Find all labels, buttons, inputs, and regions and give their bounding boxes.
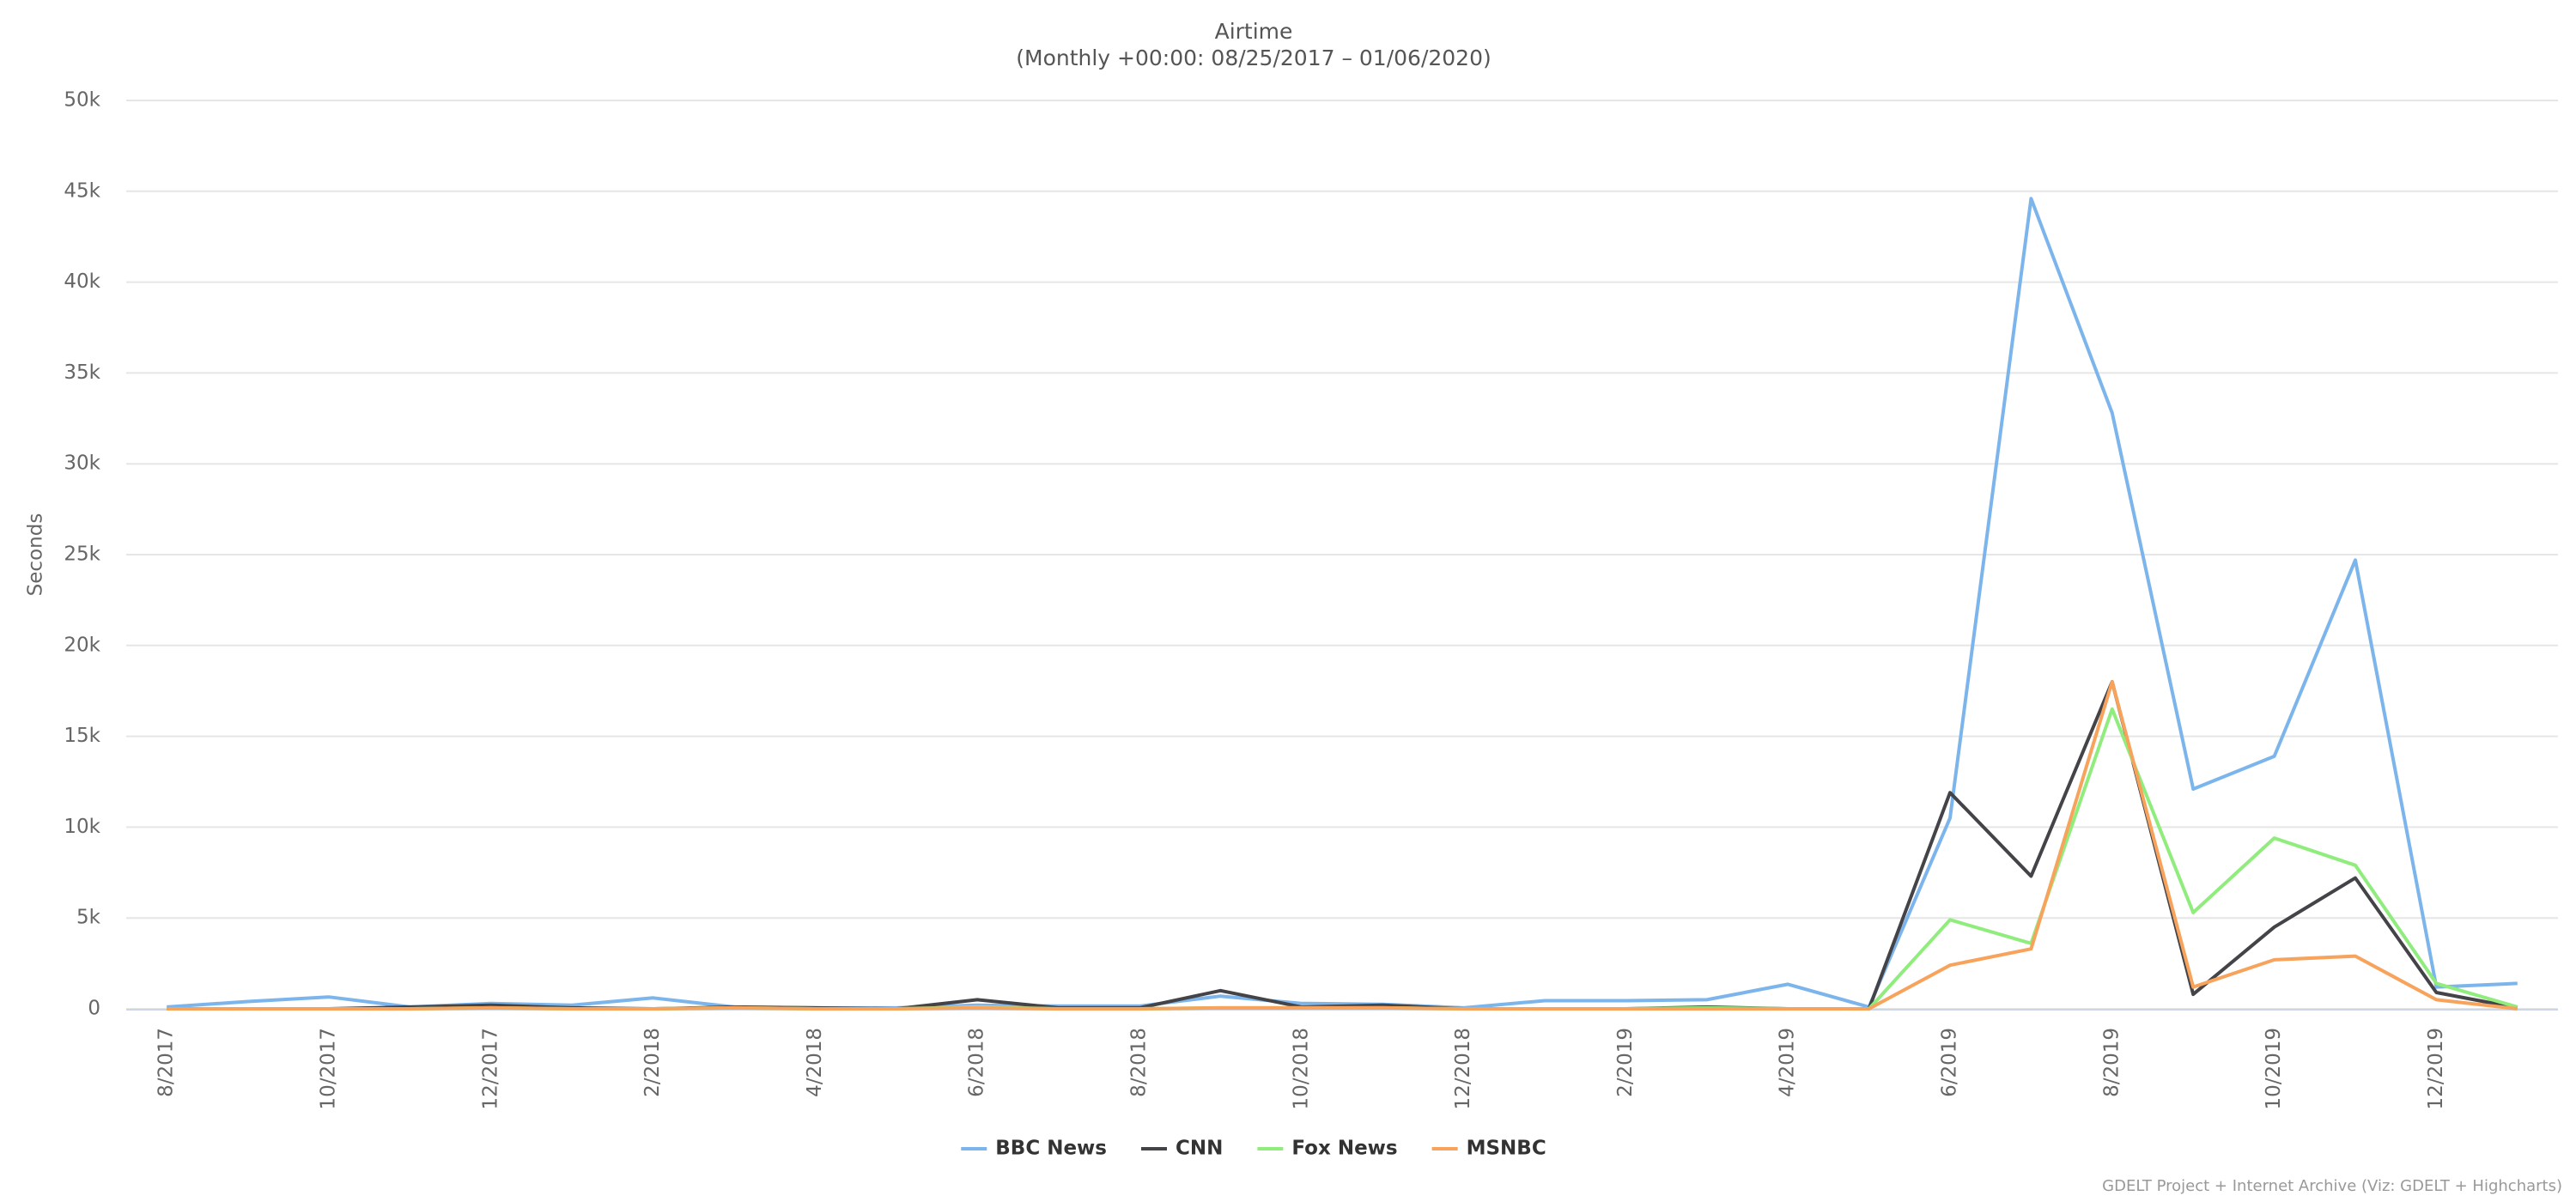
series-line	[167, 680, 2518, 1011]
y-tick-label: 0	[88, 998, 100, 1020]
y-tick-label: 30k	[64, 452, 100, 475]
y-tick-label: 25k	[64, 543, 100, 566]
x-tick-label: 10/2019	[2263, 1028, 2285, 1110]
x-tick-label: 6/2019	[1939, 1028, 1961, 1097]
x-tick-label: 8/2018	[1128, 1028, 1151, 1097]
legend-item[interactable]: MSNBC	[1431, 1138, 1546, 1160]
y-tick-label: 35k	[64, 361, 100, 384]
x-tick-label: 10/2018	[1290, 1028, 1312, 1110]
y-tick-label: 45k	[64, 179, 100, 202]
series-line	[167, 197, 2518, 1010]
legend-item[interactable]: CNN	[1141, 1138, 1223, 1160]
legend-item[interactable]: BBC News	[961, 1138, 1107, 1160]
x-tick-label: 2/2018	[641, 1028, 664, 1097]
y-tick-label: 5k	[76, 907, 101, 929]
y-tick-label: 50k	[64, 89, 100, 112]
legend-label: MSNBC	[1467, 1138, 1546, 1160]
x-tick-label: 10/2017	[318, 1028, 340, 1110]
y-axis-label: Seconds	[25, 513, 47, 597]
legend: BBC News CNN Fox News MSNBC	[961, 1138, 1546, 1160]
x-tick-label: 12/2019	[2425, 1028, 2447, 1110]
y-tick-label: 20k	[64, 634, 100, 656]
x-tick-label: 6/2018	[966, 1028, 988, 1097]
x-tick-label: 12/2017	[479, 1028, 501, 1110]
credits: GDELT Project + Internet Archive (Viz: G…	[2102, 1177, 2562, 1195]
chart-title: Airtime	[1215, 19, 1293, 44]
legend-label: BBC News	[995, 1138, 1107, 1160]
legend-label: Fox News	[1291, 1138, 1397, 1160]
x-tick-label: 4/2019	[1777, 1028, 1799, 1097]
y-tick-label: 40k	[64, 270, 100, 293]
y-tick-label: 15k	[64, 725, 100, 747]
chart-subtitle: (Monthly +00:00: 08/25/2017 – 01/06/2020…	[1016, 46, 1492, 70]
x-tick-label: 8/2017	[155, 1028, 178, 1097]
y-tick-label: 10k	[64, 816, 100, 838]
legend-label: CNN	[1176, 1138, 1223, 1160]
x-tick-label: 8/2019	[2100, 1028, 2123, 1097]
x-tick-label: 2/2019	[1614, 1028, 1637, 1097]
legend-item[interactable]: Fox News	[1257, 1138, 1398, 1160]
x-tick-label: 4/2018	[804, 1028, 826, 1097]
x-tick-label: 12/2018	[1452, 1028, 1474, 1110]
series-line	[167, 707, 2518, 1011]
